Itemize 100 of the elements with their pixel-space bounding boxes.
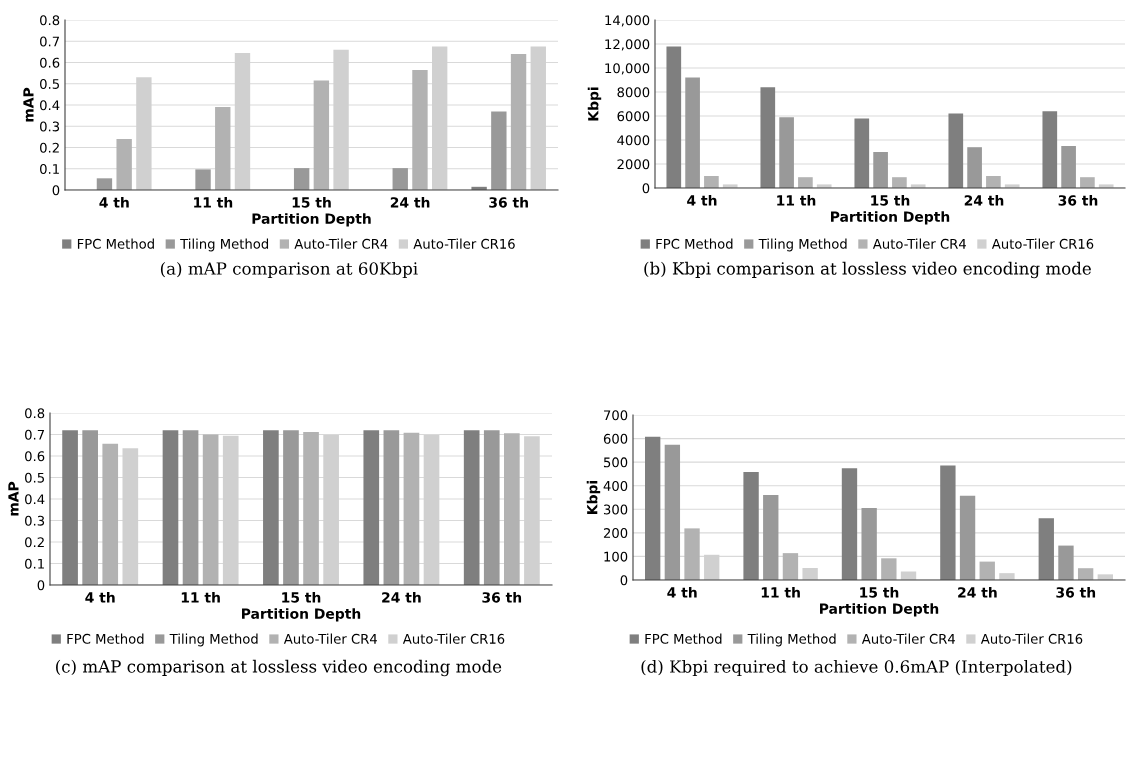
bar bbox=[1038, 518, 1054, 580]
y-tick-label: 0 bbox=[52, 185, 60, 196]
bar bbox=[504, 433, 520, 585]
y-tick-label: 6000 bbox=[617, 111, 650, 122]
bar bbox=[263, 430, 279, 585]
y-tick-label: 700 bbox=[604, 410, 628, 421]
x-tick-label: 4 th bbox=[687, 194, 717, 206]
bar bbox=[666, 46, 682, 188]
legend-label: Tiling Method bbox=[747, 633, 836, 647]
x-axis-title: Partition Depth bbox=[252, 213, 371, 227]
x-tick-label: 24 th bbox=[958, 586, 997, 598]
bar bbox=[195, 169, 211, 190]
bar bbox=[412, 69, 428, 190]
bar bbox=[313, 80, 330, 190]
bar bbox=[303, 431, 319, 585]
x-axis-title: Partition Depth bbox=[820, 603, 939, 617]
bar bbox=[162, 430, 179, 585]
legend-label: Auto-Tiler CR16 bbox=[991, 238, 1094, 249]
legend-label: Tiling Method bbox=[169, 633, 258, 647]
y-axis-title: Kbpi bbox=[587, 87, 602, 121]
bar bbox=[704, 176, 719, 188]
y-tick-label: 0.3 bbox=[25, 515, 45, 526]
bar bbox=[1042, 111, 1058, 188]
y-tick-label: 0 bbox=[620, 575, 628, 586]
bar bbox=[779, 117, 794, 188]
y-tick-label: 12,000 bbox=[605, 39, 650, 51]
bar bbox=[403, 432, 420, 585]
y-tick-label: 0.1 bbox=[40, 163, 59, 174]
y-tick-label: 10,000 bbox=[605, 63, 650, 75]
y-tick-label: 0.1 bbox=[25, 558, 44, 569]
legend-label: FPC Method bbox=[645, 633, 722, 644]
y-tick-label: 0.6 bbox=[40, 57, 60, 68]
bar bbox=[510, 54, 527, 190]
y-axis-title: mAP bbox=[23, 87, 34, 122]
bar bbox=[491, 111, 507, 190]
bar bbox=[999, 573, 1015, 580]
legend-label: Auto-Tiler CR4 bbox=[294, 238, 388, 249]
bar bbox=[96, 178, 113, 190]
bar bbox=[1080, 177, 1095, 188]
bar bbox=[283, 430, 299, 585]
bar bbox=[645, 436, 661, 580]
bar bbox=[684, 528, 700, 580]
y-tick-label: 0.2 bbox=[40, 142, 59, 153]
bar bbox=[986, 176, 1001, 188]
x-tick-label: 11 th bbox=[761, 586, 800, 598]
bar bbox=[873, 152, 888, 188]
legend-label: FPC Method bbox=[67, 633, 144, 644]
x-tick-label: 11 th bbox=[194, 196, 233, 208]
y-tick-label: 0.8 bbox=[40, 15, 60, 26]
y-axis-title: Kbpi bbox=[586, 480, 601, 514]
bar bbox=[62, 430, 78, 585]
y-tick-label: 8000 bbox=[617, 87, 650, 98]
y-tick-label: 100 bbox=[604, 551, 628, 562]
y-tick-label: 200 bbox=[603, 528, 628, 539]
bar bbox=[760, 87, 776, 188]
bar bbox=[293, 168, 310, 190]
y-axis-title: mAP bbox=[8, 481, 19, 516]
x-tick-label: 36 th bbox=[1056, 586, 1096, 598]
x-tick-label: 4 th bbox=[99, 196, 129, 208]
bar bbox=[463, 430, 480, 585]
x-tick-label: 15 th bbox=[282, 591, 321, 603]
bar bbox=[685, 77, 700, 188]
x-tick-label: 4 th bbox=[85, 591, 115, 603]
text: (a) mAP comparison at 60Kbpi bbox=[160, 261, 418, 279]
bar bbox=[861, 508, 877, 580]
y-tick-label: 0.6 bbox=[25, 451, 45, 462]
bar bbox=[102, 443, 119, 585]
bar bbox=[82, 430, 98, 585]
y-tick-label: 0.5 bbox=[40, 78, 59, 89]
bar bbox=[798, 177, 813, 188]
x-tick-label: 36 th bbox=[489, 196, 528, 208]
bar bbox=[1061, 146, 1076, 188]
x-tick-label: 36 th bbox=[482, 591, 522, 603]
legend-label: Auto-Tiler CR4 bbox=[872, 238, 966, 249]
bar bbox=[363, 430, 380, 585]
bar bbox=[743, 472, 759, 580]
bar bbox=[1077, 568, 1094, 580]
x-tick-label: 15 th bbox=[871, 194, 910, 206]
y-tick-label: 500 bbox=[603, 457, 628, 468]
legend-label: Tiling Method bbox=[758, 238, 847, 252]
legend-label: Auto-Tiler CR4 bbox=[861, 633, 955, 644]
text: (c) mAP comparison at lossless video encoding mode bbox=[56, 659, 502, 677]
legend-label: Auto-Tiler CR16 bbox=[402, 633, 505, 644]
x-axis-title: Partition Depth bbox=[242, 608, 361, 622]
bar bbox=[802, 567, 818, 580]
x-tick-label: 24 th bbox=[964, 194, 1004, 206]
bar bbox=[116, 139, 132, 190]
bar bbox=[383, 430, 400, 585]
text: (d) Kbpi required to achieve 0.6mAP (Interpolated) bbox=[641, 659, 1072, 677]
y-tick-label: 0 bbox=[642, 183, 650, 194]
x-tick-label: 11 th bbox=[777, 194, 816, 206]
y-tick-label: 2000 bbox=[617, 159, 650, 170]
bar bbox=[215, 107, 231, 190]
y-tick-label: 14,000 bbox=[605, 15, 650, 27]
x-axis-title: Partition Depth bbox=[831, 211, 950, 225]
x-tick-label: 24 th bbox=[390, 196, 430, 208]
y-tick-label: 0.4 bbox=[25, 494, 45, 505]
bar bbox=[940, 465, 956, 580]
bar bbox=[664, 444, 681, 580]
y-tick-label: 0.3 bbox=[40, 121, 60, 132]
